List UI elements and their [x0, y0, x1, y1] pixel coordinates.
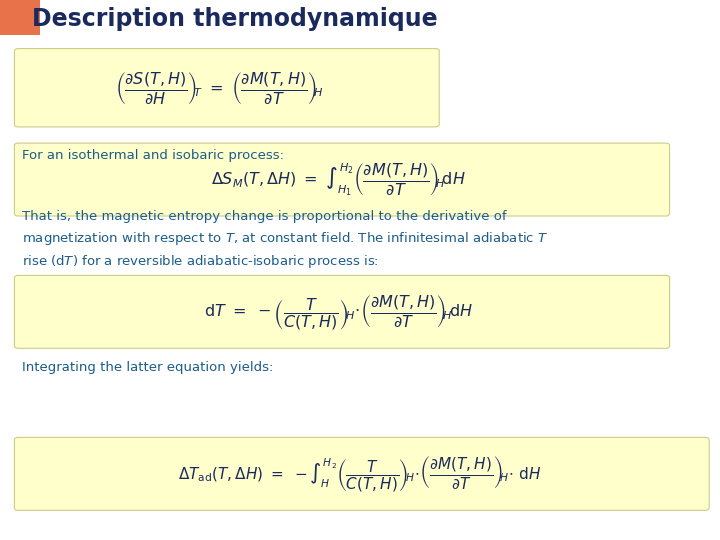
Text: $\Delta T_{\mathrm{ad}}(T,\Delta H)\ =\ -\int_{H}^{H_2}\left(\dfrac{T}{C(T,H)}\r: $\Delta T_{\mathrm{ad}}(T,\Delta H)\ =\ … [178, 454, 542, 493]
FancyBboxPatch shape [14, 275, 670, 348]
Text: That is, the magnetic entropy change is proportional to the derivative of
magnet: That is, the magnetic entropy change is … [22, 210, 548, 271]
Text: For an isothermal and isobaric process:: For an isothermal and isobaric process: [22, 149, 284, 162]
Text: $\mathrm{d}T\ =\ -\left(\dfrac{T}{C(T,H)}\right)_{\!\!H}\!\cdot\!\left(\dfrac{\p: $\mathrm{d}T\ =\ -\left(\dfrac{T}{C(T,H)… [204, 293, 473, 330]
Bar [0, 0, 40, 35]
FancyBboxPatch shape [14, 143, 670, 216]
Text: Integrating the latter equation yields:: Integrating the latter equation yields: [22, 361, 273, 374]
Text: $\Delta S_{M}(T,\Delta H)\ =\ \int_{H_1}^{H_2}\left(\dfrac{\partial M(T,H)}{\par: $\Delta S_{M}(T,\Delta H)\ =\ \int_{H_1}… [211, 161, 466, 197]
Text: Description thermodynamique: Description thermodynamique [32, 8, 438, 31]
FancyBboxPatch shape [14, 49, 439, 127]
Text: $\left(\dfrac{\partial S(T,H)}{\partial H}\right)_{\!\!T}\ =\ \left(\dfrac{\part: $\left(\dfrac{\partial S(T,H)}{\partial … [114, 70, 323, 106]
FancyBboxPatch shape [14, 437, 709, 510]
